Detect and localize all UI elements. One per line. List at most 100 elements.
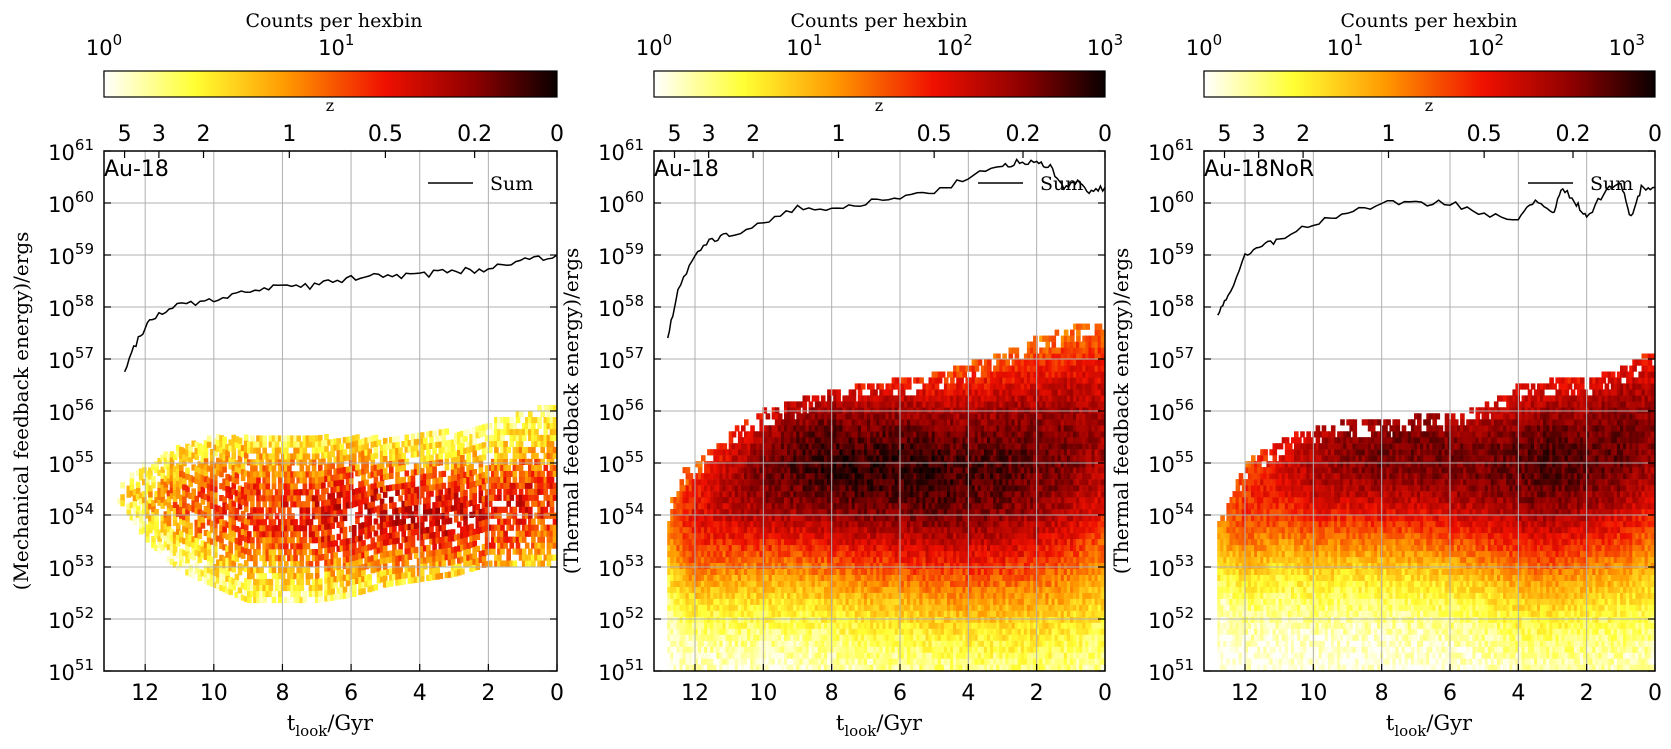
- hexbin-cell: [768, 449, 774, 456]
- hexbin-cell: [707, 503, 712, 510]
- hexbin-cell: [534, 458, 539, 465]
- hexbin-cell: [352, 453, 357, 460]
- hexbin-cell: [243, 530, 249, 537]
- hexbin-cell: [160, 472, 166, 479]
- hexbin-cell: [512, 548, 518, 555]
- hexbin-cell: [713, 503, 718, 510]
- hexbin-cell: [506, 524, 511, 531]
- hexbin-cell: [716, 443, 721, 450]
- hexbin-cell: [537, 506, 542, 513]
- hexbin-cell: [179, 476, 184, 483]
- hexbin-cell: [444, 446, 450, 453]
- hexbin-cell: [327, 523, 332, 530]
- hexbin-cell: [203, 446, 209, 453]
- hexbin-cell: [731, 568, 737, 575]
- hexbin-cell: [305, 573, 311, 580]
- hexbin-cell: [787, 473, 792, 480]
- hexbin-cell: [345, 556, 351, 563]
- y-tick-label: 1060: [48, 188, 94, 217]
- hexbin-cell: [820, 592, 826, 599]
- hexbin-cell: [494, 417, 499, 424]
- hexbin-cell: [799, 443, 804, 450]
- hexbin-cell: [225, 533, 230, 540]
- hexbin-cell: [200, 474, 206, 481]
- hexbin-cell: [200, 468, 206, 475]
- hexbin-cell: [336, 569, 342, 576]
- hexbin-cell: [243, 482, 249, 489]
- hexbin-cell: [811, 479, 817, 486]
- hexbin-cell: [509, 482, 515, 489]
- hexbin-cell: [753, 628, 758, 635]
- hexbin-cell: [484, 560, 490, 568]
- hexbin-cell: [438, 435, 444, 442]
- hexbin-cell: [444, 500, 450, 507]
- hexbin-cell: [302, 590, 308, 598]
- hexbin-cell: [213, 546, 218, 553]
- hexbin-cell: [808, 598, 814, 605]
- hexbin-cell: [756, 491, 761, 498]
- hexbin-cell: [793, 544, 798, 552]
- hexbin-cell: [361, 587, 366, 595]
- hexbin-cell: [777, 479, 783, 486]
- hexbin-cell: [728, 509, 734, 516]
- hexbin-cell: [293, 447, 298, 454]
- hexbin-cell: [407, 571, 413, 578]
- hexbin-cell: [842, 634, 847, 641]
- hexbin-cell: [528, 458, 533, 465]
- hexbin-cell: [688, 616, 694, 623]
- hexbin-cell: [719, 443, 724, 450]
- colorbar-tick-label: 100: [86, 31, 122, 60]
- hexbin-cell: [299, 501, 305, 508]
- hexbin-cell: [817, 461, 823, 468]
- hexbin-cell: [518, 476, 524, 483]
- hexbin-cell: [546, 524, 552, 531]
- hexbin-cell: [382, 509, 388, 516]
- hexbin-cell: [787, 479, 792, 486]
- hexbin-cell: [481, 478, 487, 485]
- hexbin-cell: [679, 628, 685, 635]
- hexbin-cell: [771, 473, 777, 480]
- hexbin-cell: [531, 470, 536, 477]
- hexbin-cell: [314, 477, 320, 484]
- hexbin-cell: [808, 550, 814, 558]
- hexbin-cell: [194, 507, 200, 514]
- hexbin-cell: [537, 500, 542, 507]
- hexbin-cell: [478, 461, 484, 468]
- hexbin-cell: [827, 491, 832, 498]
- hexbin-cell: [361, 462, 366, 469]
- hexbin-cell: [271, 507, 277, 514]
- hexbin-cell: [722, 652, 728, 659]
- hexbin-cell: [756, 664, 761, 671]
- hexbin-cell: [475, 474, 481, 481]
- hexbin-cell: [814, 532, 820, 540]
- hexbin-cell: [719, 616, 724, 623]
- hexbin-cell: [407, 493, 413, 501]
- hexbin-cell: [691, 640, 697, 647]
- hexbin-cell: [707, 562, 712, 569]
- hexbin-cell: [771, 521, 777, 528]
- hexbin-cell: [759, 443, 764, 450]
- hexbin-cell: [827, 473, 832, 480]
- hexbin-cell: [817, 532, 823, 540]
- hexbin-cell: [219, 530, 224, 538]
- hexbin-cell: [296, 543, 301, 550]
- hexbin-cell: [747, 598, 752, 605]
- hexbin-cell: [382, 557, 388, 564]
- hexbin-cell: [243, 536, 249, 543]
- hexbin-cell: [457, 551, 462, 558]
- hexbin-cell: [518, 506, 524, 513]
- hexbin-cell: [741, 664, 746, 671]
- hexbin-cell: [213, 444, 218, 451]
- hexbin-cell: [305, 471, 311, 478]
- hexbin-cell: [667, 526, 672, 534]
- hexbin-cell: [469, 523, 474, 530]
- hexbin-cell: [747, 443, 752, 450]
- hexbin-cell: [395, 513, 400, 520]
- hexbin-cell: [209, 520, 215, 527]
- hexbin-cell: [358, 559, 363, 566]
- hexbin-cell: [811, 485, 817, 492]
- hexbin-cell: [707, 515, 712, 522]
- hexbin-cell: [287, 495, 292, 502]
- hexbin-cell: [731, 658, 737, 665]
- hexbin-cell: [799, 658, 804, 665]
